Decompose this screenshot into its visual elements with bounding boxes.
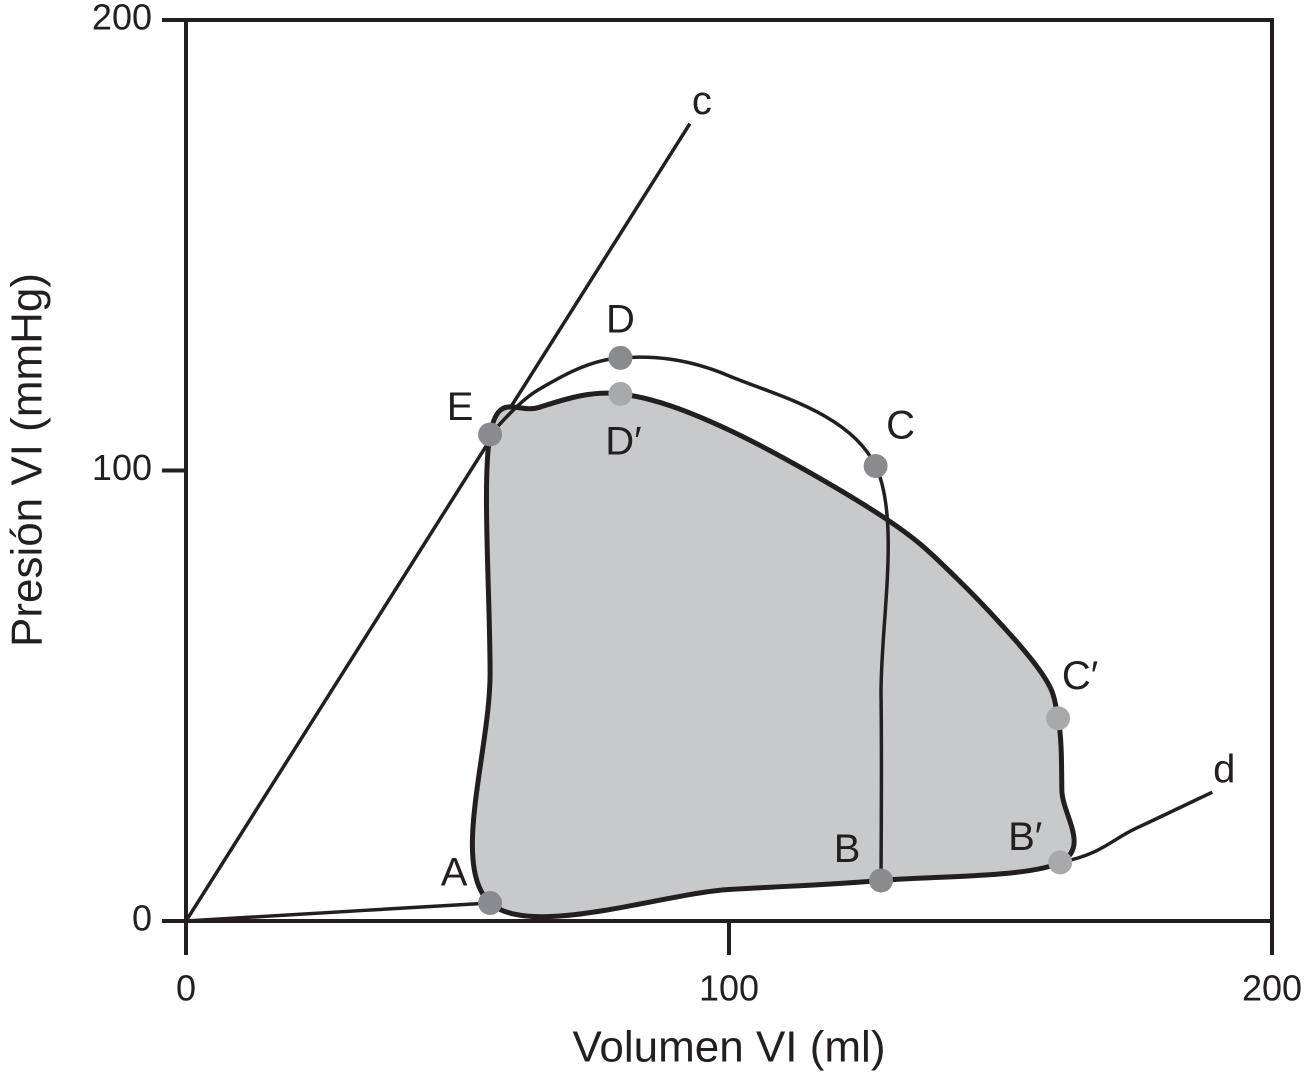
point — [863, 453, 888, 478]
x-tick-label: 200 — [1242, 968, 1302, 1009]
loop-area — [469, 390, 1077, 920]
y-axis-title: Presión VI (mmHg) — [3, 273, 52, 647]
x-tick-label: 100 — [699, 968, 759, 1009]
point-label: D — [606, 297, 635, 341]
x-tick-label: 0 — [176, 968, 196, 1009]
point — [1048, 850, 1073, 875]
curve-label: d — [1213, 748, 1235, 792]
point — [478, 890, 503, 915]
point-label: A — [441, 851, 468, 895]
y-tick-label: 0 — [132, 898, 152, 939]
x-axis-title: Volumen VI (ml) — [573, 1023, 886, 1072]
point-label: D′ — [605, 419, 641, 463]
curve — [488, 355, 890, 881]
point — [478, 422, 503, 447]
y-tick-label: 100 — [92, 447, 152, 488]
curve-label: c — [692, 79, 712, 123]
point-label: E — [447, 385, 474, 429]
point-label: C′ — [1062, 654, 1098, 698]
point — [608, 345, 633, 370]
point — [608, 381, 633, 406]
y-tick-label: 200 — [92, 0, 152, 38]
curve — [184, 122, 692, 922]
point-label: B′ — [1008, 815, 1042, 859]
plot-frame — [184, 18, 1274, 923]
point — [869, 868, 894, 893]
point-label: B — [834, 827, 861, 871]
point-label: C — [886, 404, 915, 448]
point — [1046, 706, 1071, 731]
